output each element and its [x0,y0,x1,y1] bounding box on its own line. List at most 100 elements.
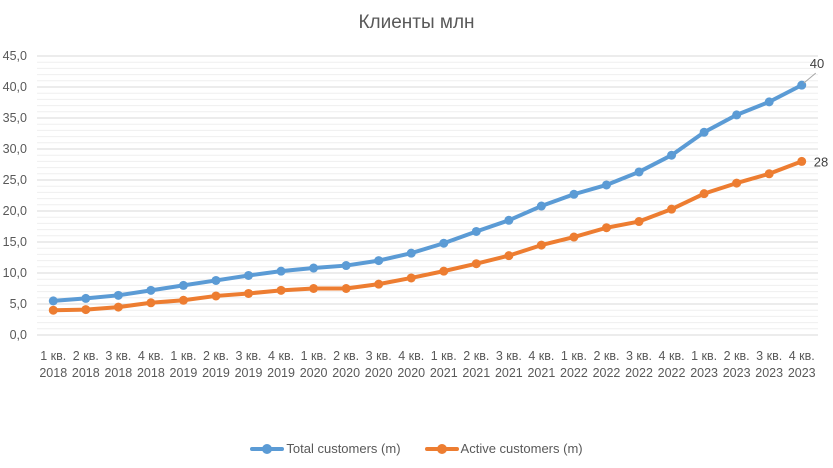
x-tick-label: 2 кв. [724,349,750,363]
x-tick-label: 2019 [202,366,230,380]
data-point-marker [699,127,709,137]
data-point-marker [146,298,156,308]
legend: Total customers (m) Active customers (m) [0,441,833,456]
series-line [51,159,804,313]
x-tick-label: 2019 [235,366,263,380]
data-point-marker [536,201,546,211]
x-tick-label: 2023 [723,366,751,380]
data-point-marker [211,291,221,301]
data-point-marker [178,295,188,305]
data-point-marker [634,167,644,177]
data-point-marker [178,280,188,290]
legend-item-total[interactable]: Total customers (m) [250,441,401,456]
legend-item-active[interactable]: Active customers (m) [424,441,583,456]
data-point-marker [601,180,611,190]
x-tick-label: 2021 [495,366,523,380]
x-tick-label: 1 кв. [691,349,717,363]
x-tick-label: 1 кв. [561,349,587,363]
x-tick-label: 4 кв. [398,349,424,363]
data-point-marker [732,178,742,188]
x-tick-label: 2 кв. [463,349,489,363]
data-point-marker [667,150,677,160]
series-line [51,83,804,303]
data-point-marker [439,238,449,248]
x-tick-label: 2021 [430,366,458,380]
x-tick-label: 3 кв. [105,349,131,363]
data-point-marker [81,305,91,315]
data-point-marker [48,305,58,315]
x-tick-label: 2023 [755,366,783,380]
data-point-marker [797,156,807,166]
data-point-marker [406,273,416,283]
y-tick-label: 25,0 [3,173,27,187]
data-point-marker [276,266,286,276]
data-point-marker [764,169,774,179]
y-tick-label: 5,0 [10,297,27,311]
x-tick-label: 2 кв. [333,349,359,363]
data-point-marker [81,293,91,303]
x-tick-label: 2019 [170,366,198,380]
x-tick-label: 1 кв. [301,349,327,363]
y-tick-label: 10,0 [3,266,27,280]
x-tick-label: 2022 [625,366,653,380]
y-tick-label: 30,0 [3,142,27,156]
data-point-marker [374,256,384,266]
x-tick-label: 4 кв. [659,349,685,363]
y-tick-label: 40,0 [3,80,27,94]
legend-line-marker-icon [250,443,285,454]
data-point-marker [374,279,384,289]
data-point-marker [667,204,677,214]
data-point-marker [244,270,254,280]
data-point-marker [764,97,774,107]
x-tick-label: 2023 [788,366,816,380]
x-tick-label: 3 кв. [366,349,392,363]
x-tick-label: 2018 [39,366,67,380]
x-tick-label: 2022 [658,366,686,380]
x-tick-label: 2020 [332,366,360,380]
data-point-marker [309,263,319,273]
data-point-marker [601,223,611,233]
legend-label: Active customers (m) [460,441,583,456]
x-tick-label: 1 кв. [40,349,66,363]
y-tick-label: 0,0 [10,328,27,342]
data-point-marker [439,266,449,276]
x-tick-label: 2 кв. [203,349,229,363]
y-tick-label: 45,0 [3,49,27,63]
x-tick-label: 3 кв. [496,349,522,363]
data-point-marker [211,275,221,285]
x-tick-label: 2021 [527,366,555,380]
data-point-marker [471,259,481,269]
y-tick-label: 15,0 [3,235,27,249]
data-point-marker [276,285,286,295]
chart-title: Клиенты млн [358,12,475,33]
x-tick-label: 2018 [104,366,132,380]
x-tick-label: 4 кв. [789,349,815,363]
x-tick-label: 2022 [593,366,621,380]
x-tick-label: 2 кв. [593,349,619,363]
x-tick-label: 2020 [397,366,425,380]
data-point-marker [146,285,156,295]
data-point-marker [504,251,514,261]
data-label-leader-line [803,72,817,84]
x-tick-label: 1 кв. [431,349,457,363]
x-tick-label: 2018 [137,366,165,380]
data-label: 28 [814,154,828,169]
data-point-marker [113,290,123,300]
data-point-marker [244,288,254,298]
data-point-marker [634,217,644,227]
data-point-marker [341,261,351,271]
data-point-marker [732,110,742,120]
y-tick-label: 35,0 [3,111,27,125]
x-tick-label: 4 кв. [528,349,554,363]
data-point-marker [113,302,123,312]
x-tick-label: 3 кв. [756,349,782,363]
x-tick-label: 2023 [690,366,718,380]
data-point-marker [48,296,58,306]
x-tick-label: 2018 [72,366,100,380]
legend-label: Total customers (m) [286,441,401,456]
data-point-marker [569,189,579,199]
x-tick-label: 2020 [300,366,328,380]
x-tick-label: 2020 [365,366,393,380]
data-point-marker [699,189,709,199]
